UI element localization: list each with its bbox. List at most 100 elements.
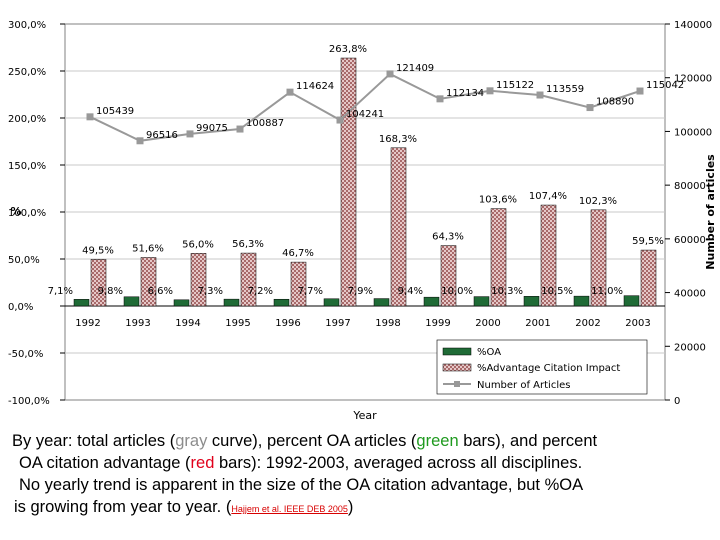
oa-bar: [423, 296, 440, 307]
x-tick-label: 1997: [325, 318, 350, 329]
advantage-bar: [90, 259, 107, 307]
oa-data-label: 7,9%: [348, 286, 373, 297]
advantage-bar: [340, 57, 357, 307]
left-tick-label: 200,0%: [8, 114, 46, 125]
right-tick-label: 20000: [674, 342, 706, 353]
left-tick-label: 150,0%: [8, 161, 46, 172]
advantage-data-label: 64,3%: [432, 232, 464, 243]
advantage-data-label: 103,6%: [479, 195, 517, 206]
oa-bar: [173, 299, 190, 307]
articles-line: [89, 72, 641, 142]
articles-point: [486, 87, 494, 95]
left-tick-label: 250,0%: [8, 67, 46, 78]
right-tick-label: 120000: [674, 74, 712, 85]
articles-data-label: 121409: [396, 63, 434, 74]
x-axis-title: Year: [352, 409, 377, 422]
articles-data-label: 104241: [346, 109, 384, 120]
caption-text: OA citation advantage (: [19, 454, 191, 472]
articles-data-label: 114624: [296, 81, 334, 92]
x-tick-label: 1995: [225, 318, 250, 329]
oa-bar: [523, 296, 540, 307]
oa-bar: [573, 295, 590, 307]
legend-label: %Advantage Citation Impact: [477, 363, 620, 374]
oa-data-label: 11,0%: [591, 286, 623, 297]
articles-point: [336, 116, 344, 124]
caption-text: is growing from year to year. (: [14, 498, 232, 516]
citation-link[interactable]: Hajjem et al. IEEE DEB 2005: [231, 504, 348, 514]
legend-label: %OA: [477, 347, 501, 358]
right-axis-title: Number of articles: [704, 154, 717, 270]
advantage-bar: [390, 147, 407, 307]
articles-data-label: 115042: [646, 80, 684, 91]
x-tick-label: 2000: [475, 318, 500, 329]
advantage-data-label: 168,3%: [379, 134, 417, 145]
left-tick-label: 0,0%: [8, 302, 33, 313]
oa-bar: [73, 299, 90, 307]
articles-data-label: 99075: [196, 123, 228, 134]
oa-bar: [473, 296, 490, 307]
oa-data-label: 9,4%: [398, 286, 423, 297]
advantage-data-label: 46,7%: [282, 248, 314, 259]
oa-data-label: 7,7%: [298, 286, 323, 297]
articles-point: [136, 137, 144, 145]
articles-data-label: 96516: [146, 130, 178, 141]
caption-line-4: is growing from year to year. (Hajjem et…: [12, 496, 712, 520]
articles-point: [286, 88, 294, 96]
oa-data-label: 7,3%: [198, 286, 223, 297]
caption-line-3: No yearly trend is apparent in the size …: [19, 476, 584, 494]
caption-text: bars), and percent: [458, 432, 598, 450]
oa-bar: [273, 298, 290, 307]
right-tick-label: 100000: [674, 127, 712, 138]
left-tick-label: -50,0%: [8, 349, 43, 360]
oa-bar: [123, 296, 140, 307]
caption-line-1: By year: total articles (gray curve), pe…: [12, 430, 712, 452]
x-tick-label: 1993: [125, 318, 150, 329]
oa-bar: [323, 298, 340, 307]
articles-point: [586, 104, 594, 112]
advantage-bar: [540, 204, 557, 307]
left-tick-label: -100,0%: [8, 396, 50, 407]
oa-data-label: 6,6%: [148, 286, 173, 297]
oa-data-label: 9,8%: [98, 286, 123, 297]
oa-data-label: 7,2%: [248, 286, 273, 297]
advantage-data-label: 56,0%: [182, 239, 214, 250]
legend-swatch-advantage: [442, 363, 472, 372]
chart: 300,0% 250,0% 200,0% 150,0% 100,0% 50,0% 0,0% -…: [8, 20, 717, 422]
oa-data-label: 10,5%: [541, 286, 573, 297]
advantage-data-label: 51,6%: [132, 243, 164, 254]
caption-red-word: red: [190, 454, 215, 472]
caption-gray-word: gray: [175, 432, 208, 450]
articles-point: [186, 130, 194, 138]
x-tick-label: 1996: [275, 318, 300, 329]
caption-line-2: OA citation advantage (red bars): 1992-2…: [12, 452, 712, 474]
legend-swatch-oa: [442, 347, 472, 356]
advantage-data-label: 102,3%: [579, 196, 617, 207]
caption-text: By year: total articles (: [12, 432, 176, 450]
advantage-bar: [290, 261, 307, 307]
oa-bar: [623, 295, 640, 307]
left-tick-label: 100,0%: [8, 208, 46, 219]
x-tick-label: 2003: [625, 318, 650, 329]
articles-data-label: 113559: [546, 84, 584, 95]
advantage-bar: [440, 245, 457, 307]
oa-bar: [373, 298, 390, 307]
articles-data-label: 115122: [496, 80, 534, 91]
x-tick-label: 1992: [75, 318, 100, 329]
x-tick-label: 1998: [375, 318, 400, 329]
articles-data-label: 105439: [96, 106, 134, 117]
advantage-bar: [140, 257, 157, 307]
caption: By year: total articles (gray curve), pe…: [12, 430, 712, 520]
advantage-data-label: 107,4%: [529, 191, 567, 202]
oa-data-label: 10,3%: [491, 286, 523, 297]
oa-bar: [223, 298, 240, 307]
legend-swatch-articles-marker: [454, 381, 460, 387]
x-tick-label: 2002: [575, 318, 600, 329]
articles-data-label: 100887: [246, 118, 284, 129]
caption-text: curve), percent OA articles (: [207, 432, 417, 450]
caption-text: bars): 1992-2003, averaged across all di…: [214, 454, 583, 472]
right-tick-label: 80000: [674, 181, 706, 192]
articles-point: [536, 91, 544, 99]
advantage-bar: [640, 249, 657, 307]
right-tick-label: 60000: [674, 235, 706, 246]
